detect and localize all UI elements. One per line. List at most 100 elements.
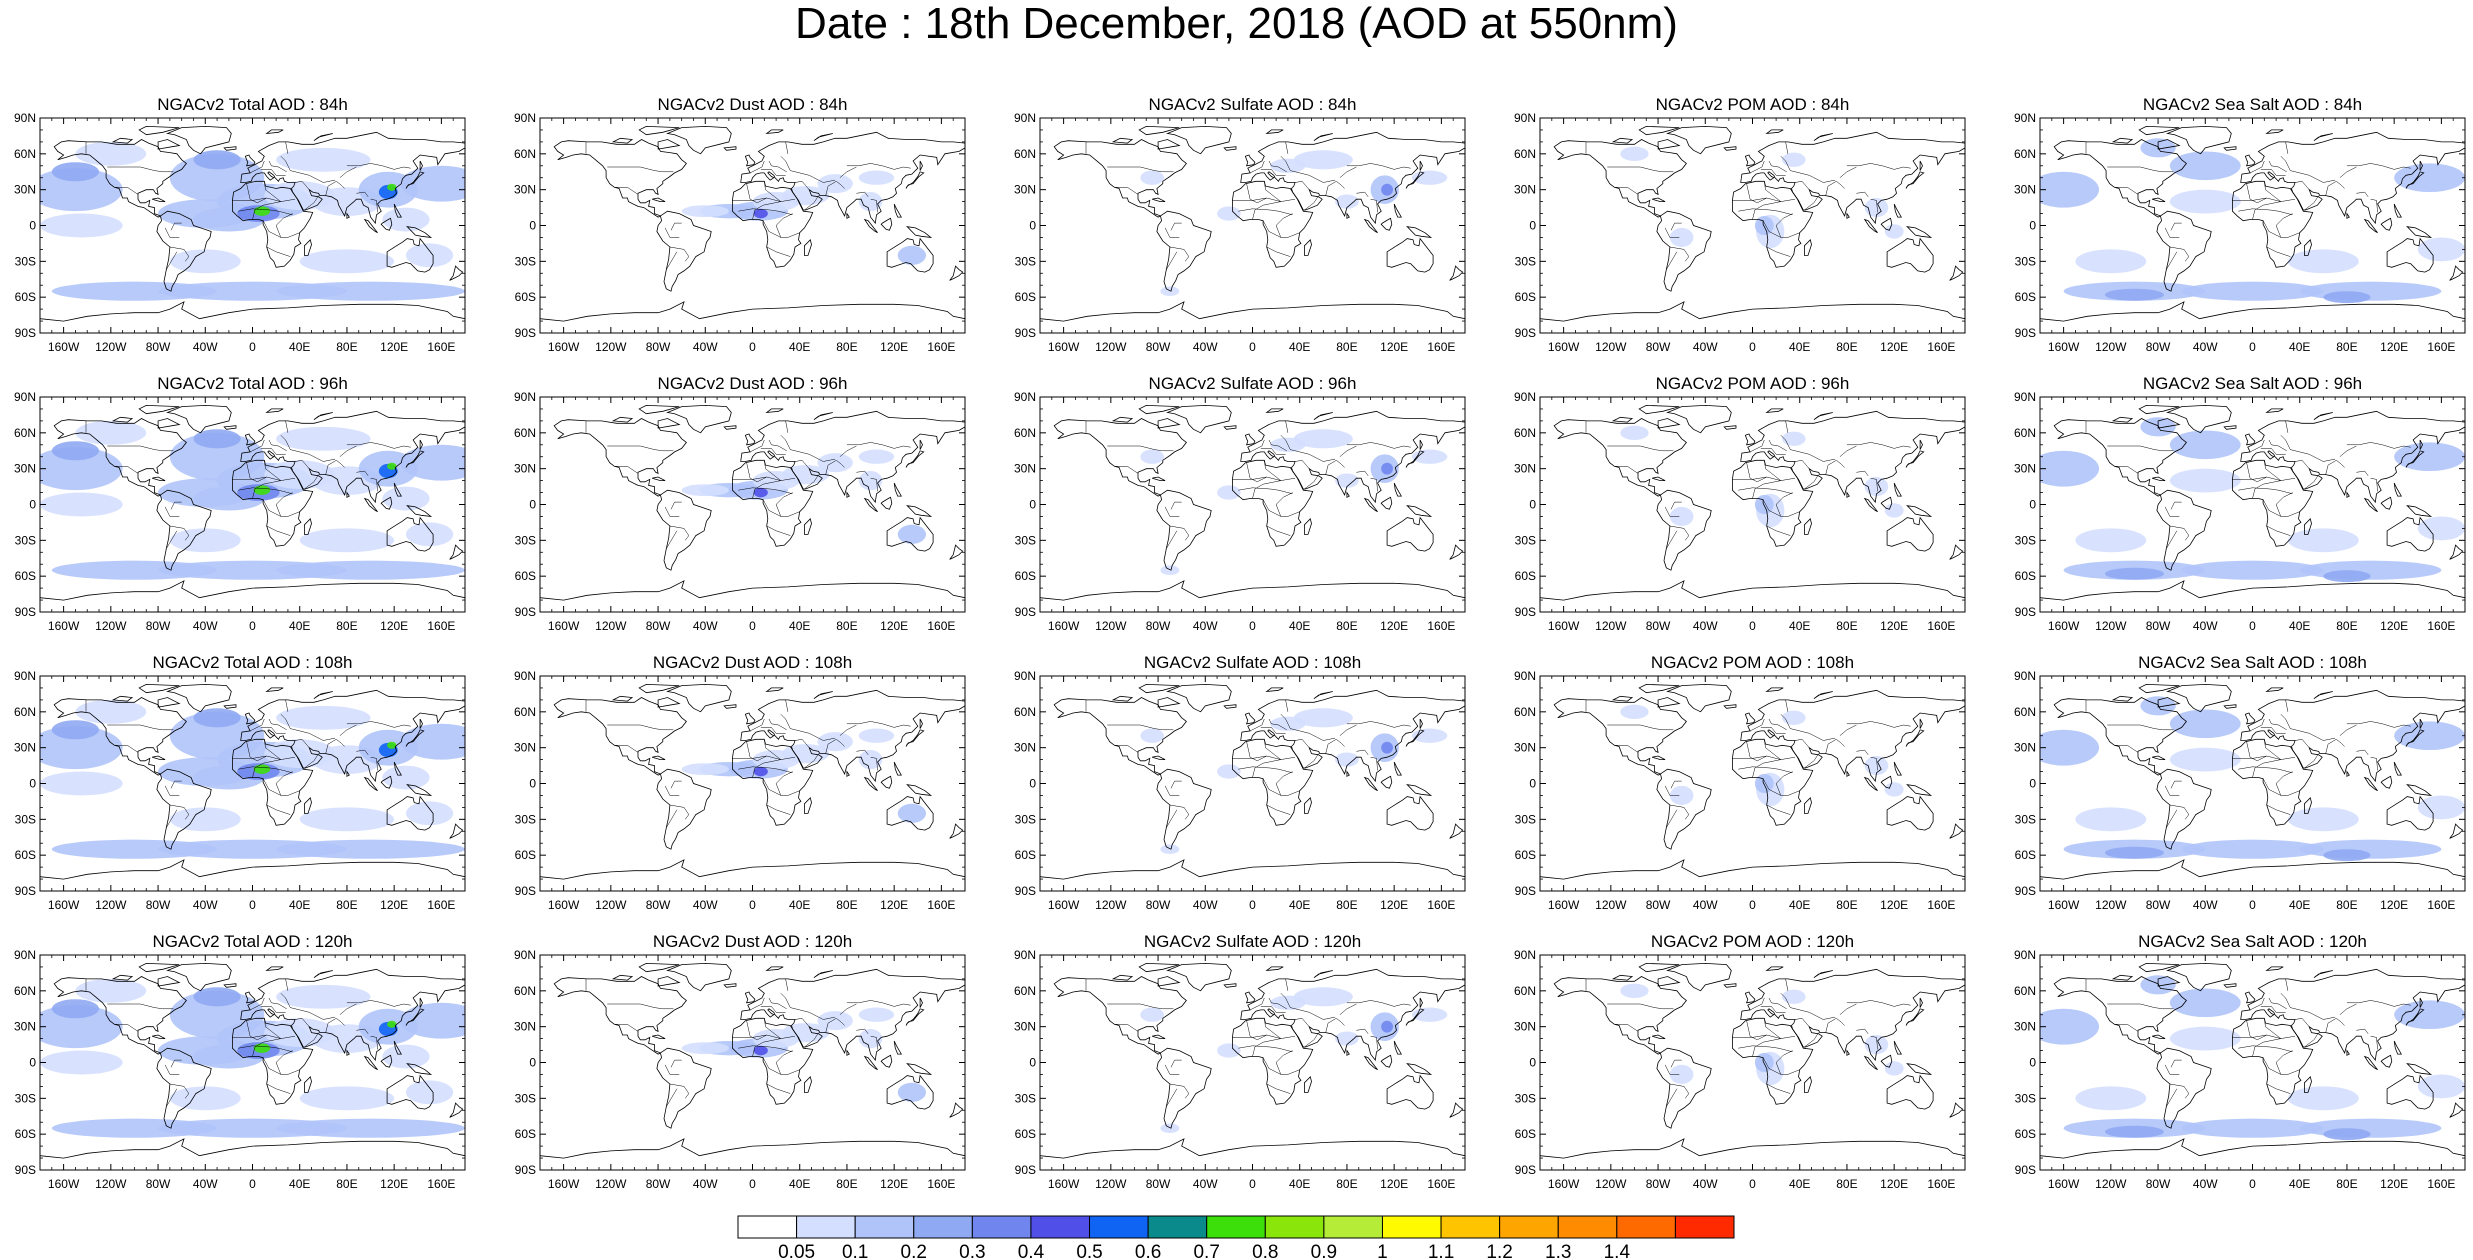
coastline-madagascar <box>804 797 812 814</box>
coastline-antarctica <box>2040 859 2465 880</box>
coastline-novaya <box>1813 691 1833 700</box>
lon-label: 80W <box>1646 619 1671 633</box>
lon-label: 40E <box>789 1177 810 1191</box>
lat-label: 30N <box>14 1020 36 1034</box>
lon-label: 160W <box>2048 340 2080 354</box>
country-border <box>1299 1009 1336 1020</box>
map-panel: NGACv2 Sulfate AOD : 120h90N60N30N030S60… <box>1014 932 1466 1191</box>
lat-label: 30S <box>15 1091 36 1105</box>
lon-label: 160W <box>2048 1177 2080 1191</box>
coastline-svalbard <box>765 687 784 693</box>
coastline-srilanka <box>2346 770 2350 777</box>
country-border <box>2114 466 2139 474</box>
coastline-ellesmere <box>1638 404 1680 415</box>
country-border <box>2164 785 2180 796</box>
coastline-ellesmere <box>2138 962 2180 973</box>
country-border <box>2275 213 2293 238</box>
coastline-borneo <box>380 1054 393 1068</box>
coastline-australia <box>886 237 934 273</box>
country-border <box>170 1059 182 1068</box>
country-border <box>1738 766 1793 774</box>
lat-label: 90S <box>2015 326 2036 340</box>
coastline-newzealand <box>2449 1102 2464 1118</box>
country-border <box>1780 435 1800 453</box>
coastline-victoria <box>1611 137 1634 144</box>
country-border <box>1169 1083 1190 1099</box>
country-border <box>2114 745 2139 753</box>
country-border <box>1780 714 1800 732</box>
country-border <box>264 1018 281 1039</box>
coastline-victoria <box>2111 137 2134 144</box>
coastline-novaya <box>813 133 833 142</box>
lat-label: 0 <box>1029 219 1036 233</box>
country-border <box>856 191 869 197</box>
coastline-japan <box>1405 729 1425 747</box>
country-border <box>2238 766 2293 774</box>
aod-patch <box>2040 450 2100 487</box>
country-border <box>2266 246 2291 257</box>
country-border <box>760 448 786 455</box>
colorbar-swatch <box>1499 1215 1559 1239</box>
aod-patch <box>1884 224 1904 239</box>
country-border <box>249 439 265 453</box>
aod-patch <box>253 206 271 216</box>
aod-patch <box>40 492 123 517</box>
lat-label: 0 <box>29 219 36 233</box>
country-border <box>339 166 357 178</box>
country-border <box>2294 739 2310 748</box>
country-border <box>264 460 281 481</box>
coastline-greenland <box>2166 404 2232 434</box>
country-border <box>1664 785 1680 796</box>
country-border <box>664 227 680 238</box>
country-border <box>1304 195 1319 211</box>
coastline-greenland <box>1166 125 1232 155</box>
coastline-britain <box>744 433 756 446</box>
country-border <box>1746 462 1767 483</box>
map-panel: NGACv2 Total AOD : 108h90N60N30N030S60S9… <box>14 653 466 912</box>
country-border <box>1839 1003 1857 1015</box>
lat-label: 30S <box>1015 812 1036 826</box>
country-border <box>1669 1083 1690 1099</box>
map-panel: NGACv2 Sulfate AOD : 96h90N60N30N030S60S… <box>1014 374 1466 633</box>
coastline-srilanka <box>846 491 850 498</box>
lon-label: 120E <box>1880 898 1908 912</box>
aod-patch <box>1217 485 1241 500</box>
aod-patch <box>858 170 895 185</box>
coastline-newguinea <box>2406 226 2433 238</box>
aod-field <box>1140 429 1448 575</box>
aod-patch <box>1293 429 1353 449</box>
country-border <box>238 487 293 495</box>
lon-label: 160W <box>1048 340 1080 354</box>
lat-label: 30N <box>514 183 536 197</box>
aod-patch <box>2394 1000 2465 1030</box>
coastline-eurasia <box>740 689 965 783</box>
coastline-australia <box>386 516 434 552</box>
panel-title: NGACv2 Total AOD : 84h <box>157 95 348 114</box>
country-border <box>166 530 178 549</box>
lon-label: 120E <box>2380 898 2408 912</box>
country-border <box>749 160 765 174</box>
aod-patch <box>276 1118 465 1138</box>
aod-patch <box>382 1044 430 1069</box>
country-border <box>1825 738 1845 754</box>
country-border <box>1856 749 1869 755</box>
coastline-newzealand <box>1449 544 1464 560</box>
country-border <box>1299 172 1336 183</box>
aod-patch <box>253 764 271 774</box>
aod-patch <box>51 999 100 1019</box>
country-border <box>2264 181 2281 202</box>
country-border <box>752 1038 781 1057</box>
aod-field <box>2040 696 2465 862</box>
coastline-newguinea <box>906 505 933 517</box>
coastline-madagascar <box>804 1076 812 1093</box>
lon-label: 40E <box>2289 898 2310 912</box>
lat-label: 90N <box>1014 669 1036 683</box>
coastline-srilanka <box>346 770 350 777</box>
aod-patch <box>299 807 395 832</box>
coastline-victoria <box>611 137 634 144</box>
coastline-australia <box>886 1074 934 1110</box>
aod-patch <box>897 1082 927 1102</box>
coastline-madagascar <box>1804 239 1812 256</box>
country-border <box>266 525 291 536</box>
aod-patch <box>681 484 729 497</box>
